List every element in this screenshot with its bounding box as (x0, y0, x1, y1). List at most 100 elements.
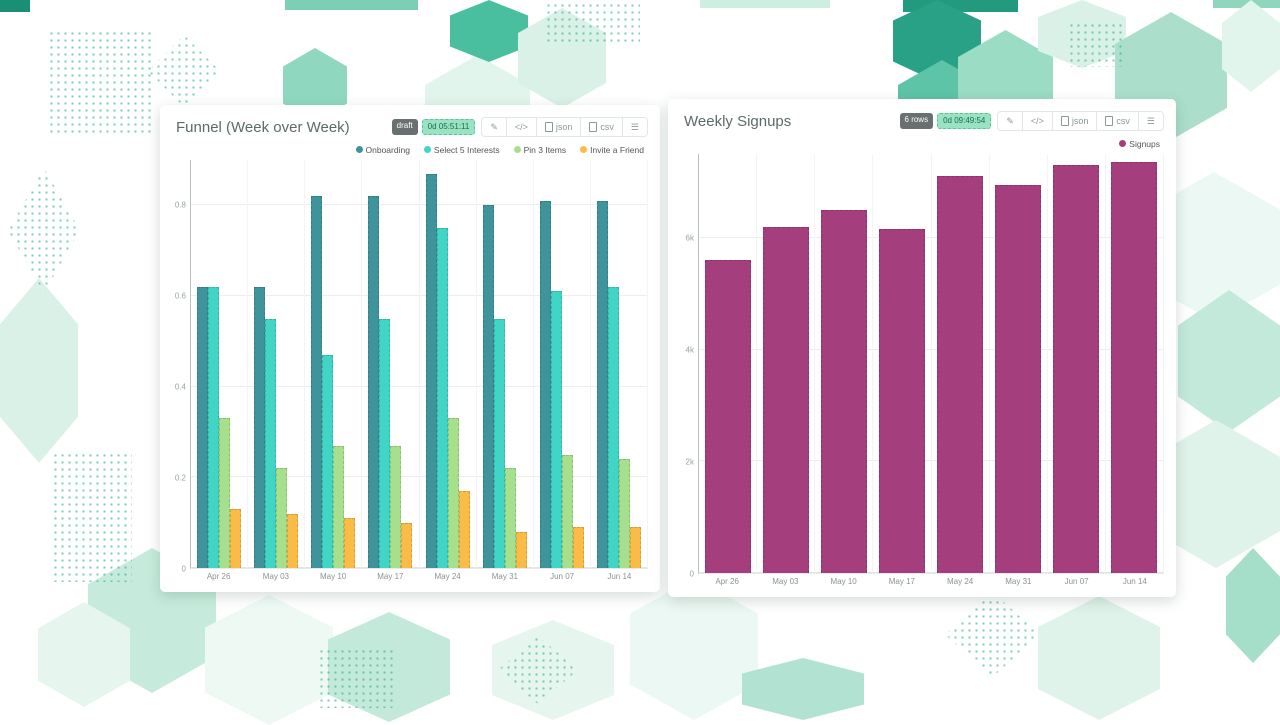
bar[interactable] (368, 196, 379, 568)
bar[interactable] (390, 446, 401, 568)
bar[interactable] (1111, 162, 1157, 573)
code-button[interactable]: </> (1022, 112, 1052, 130)
bar[interactable] (505, 468, 516, 568)
bar[interactable] (879, 229, 925, 573)
bar[interactable] (483, 205, 494, 568)
y-tick-label: 0.4 (175, 383, 186, 392)
dots-decoration (52, 452, 132, 582)
bar-group (815, 154, 872, 573)
bar[interactable] (937, 176, 983, 573)
legend-item[interactable]: Pin 3 Items (514, 143, 567, 156)
legend-item[interactable]: Select 5 Interests (424, 143, 500, 156)
legend-item[interactable]: Signups (1119, 137, 1160, 150)
bar[interactable] (426, 174, 437, 568)
bar-group (362, 160, 418, 568)
plot-cells (191, 160, 648, 568)
bar[interactable] (219, 418, 230, 568)
doc-button[interactable]: json (536, 118, 581, 136)
y-tick-label: 0.2 (175, 474, 186, 483)
hexagon-decoration (1222, 0, 1280, 92)
bar[interactable] (608, 287, 619, 568)
bar-group (191, 160, 247, 568)
pencil-icon: ✎ (490, 123, 498, 132)
bar[interactable] (333, 446, 344, 568)
chart-legend: Signups (668, 133, 1176, 152)
hexagon-decoration (450, 0, 528, 62)
hexagon-decoration (1226, 548, 1280, 663)
menu-button[interactable]: ☰ (1138, 112, 1163, 130)
bar[interactable] (197, 287, 208, 568)
bar[interactable] (821, 210, 867, 573)
bar[interactable] (763, 227, 809, 573)
bar[interactable] (254, 287, 265, 568)
y-tick-label: 0 (690, 570, 694, 579)
doc-button[interactable]: csv (580, 118, 622, 136)
bar[interactable] (619, 459, 630, 568)
code-button[interactable]: </> (506, 118, 536, 136)
doc-button[interactable]: json (1052, 112, 1097, 130)
pencil-button[interactable]: ✎ (998, 112, 1022, 130)
bar[interactable] (344, 518, 355, 568)
bar[interactable] (379, 319, 390, 568)
bar[interactable] (265, 319, 276, 568)
bar[interactable] (995, 185, 1041, 573)
hexagon-decoration (630, 578, 758, 720)
bar[interactable] (437, 228, 448, 568)
legend-dot-icon (1119, 140, 1126, 147)
bar[interactable] (630, 527, 641, 568)
dots-decoration (48, 30, 153, 135)
top-bar-decoration (0, 0, 30, 12)
dots-decoration (1068, 22, 1123, 67)
x-tick-label: May 03 (756, 577, 814, 589)
doc-button[interactable]: csv (1096, 112, 1138, 130)
chart-legend: Onboarding Select 5 Interests Pin 3 Items I… (160, 139, 660, 158)
x-tick-label: Jun 14 (591, 572, 648, 584)
bar[interactable] (276, 468, 287, 568)
bar[interactable] (448, 418, 459, 568)
category-cell (699, 154, 757, 573)
bar[interactable] (287, 514, 298, 568)
legend-dot-icon (580, 146, 587, 153)
hexagon-decoration (1038, 596, 1160, 720)
bar[interactable] (230, 509, 241, 568)
bar[interactable] (311, 196, 322, 568)
bar[interactable] (459, 491, 470, 568)
bar[interactable] (551, 291, 562, 568)
legend-item[interactable]: Invite a Friend (580, 143, 644, 156)
toolbar-button-label: csv (1116, 117, 1130, 126)
dots-decoration (545, 2, 640, 42)
legend-dot-icon (424, 146, 431, 153)
category-cell (1048, 154, 1106, 573)
bar[interactable] (1053, 165, 1099, 573)
bar[interactable] (573, 527, 584, 568)
plot-area (190, 160, 648, 569)
category-cell (1106, 154, 1164, 573)
y-tick-label: 4k (686, 346, 694, 355)
dots-decoration (318, 648, 393, 708)
bar-group (990, 154, 1047, 573)
bar[interactable] (540, 201, 551, 568)
legend-label: Signups (1129, 139, 1160, 149)
menu-button[interactable]: ☰ (622, 118, 647, 136)
bar[interactable] (705, 260, 751, 573)
doc-icon (589, 122, 597, 132)
x-tick-label: May 10 (305, 572, 362, 584)
bar[interactable] (208, 287, 219, 568)
legend-dot-icon (514, 146, 521, 153)
bar[interactable] (516, 532, 527, 568)
bar[interactable] (562, 455, 573, 568)
bar[interactable] (401, 523, 412, 568)
bar[interactable] (494, 319, 505, 568)
y-tick-label: 0.6 (175, 292, 186, 301)
x-tick-label: May 10 (815, 577, 873, 589)
bar-group (534, 160, 590, 568)
bar[interactable] (597, 201, 608, 568)
bar[interactable] (322, 355, 333, 568)
pencil-button[interactable]: ✎ (482, 118, 506, 136)
legend-item[interactable]: Onboarding (356, 143, 410, 156)
